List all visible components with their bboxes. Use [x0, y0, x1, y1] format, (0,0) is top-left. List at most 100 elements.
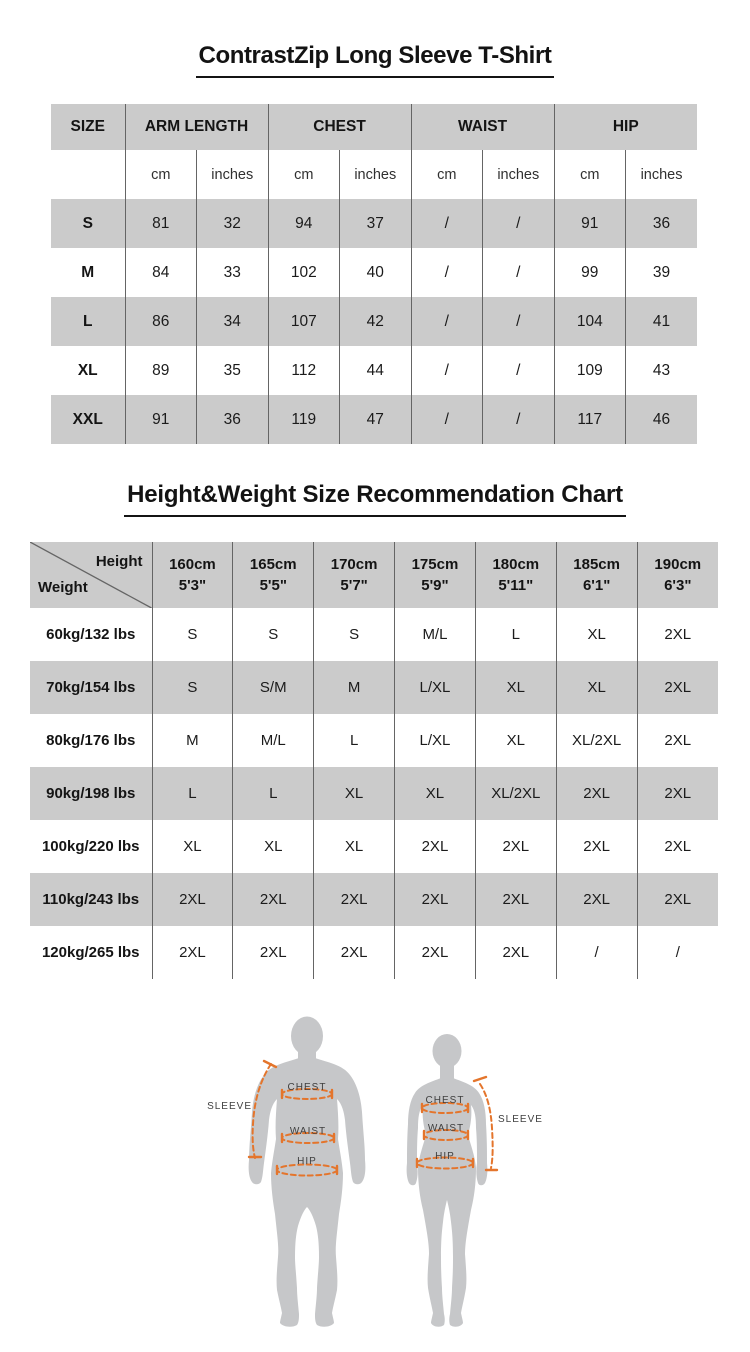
value-cell: 46 — [625, 395, 698, 444]
unit-cell: cm — [410, 150, 483, 199]
table-row: 90kg/198 lbs L L XL XL XL/2XL 2XL 2XL — [30, 767, 718, 820]
value-cell: 34 — [196, 297, 269, 346]
rec-value-cell: 2XL — [474, 820, 557, 873]
corner-weight-label: Weight — [38, 579, 88, 596]
height-ft: 6'3" — [664, 577, 692, 594]
value-cell: / — [482, 248, 555, 297]
table-row: 80kg/176 lbs M M/L L L/XL XL XL/2XL 2XL — [30, 714, 718, 767]
female-waist-ticks — [422, 1129, 470, 1141]
female-waist-label: WAIST — [428, 1123, 464, 1134]
rec-value-cell: 2XL — [151, 926, 233, 979]
height-header-cell: 175cm 5'9" — [394, 542, 476, 608]
rec-value-cell: 2XL — [151, 873, 233, 926]
col-arm-length: ARM LENGTH — [124, 104, 269, 150]
value-cell: / — [482, 395, 555, 444]
rec-value-cell: S — [151, 661, 233, 714]
rec-value-cell: 2XL — [555, 767, 638, 820]
weight-cell: 60kg/132 lbs — [46, 626, 136, 643]
height-ft: 5'5" — [259, 577, 287, 594]
value-cell: 112 — [267, 346, 340, 395]
height-cm: 175cm — [411, 556, 459, 573]
size-cell: L — [83, 312, 93, 330]
height-header-cell: 180cm 5'11" — [474, 542, 557, 608]
rec-value-cell: 2XL — [636, 608, 718, 661]
table-row: S 81 32 94 37 / / 91 36 — [51, 199, 698, 248]
value-cell: 104 — [553, 297, 626, 346]
rec-value-cell: XL — [313, 767, 395, 820]
value-cell: 119 — [267, 395, 340, 444]
height-ft: 6'1" — [582, 577, 611, 594]
unit-cell: inches — [196, 150, 269, 199]
value-cell: 35 — [196, 346, 269, 395]
height-header-cell: 165cm 5'5" — [232, 542, 314, 608]
height-ft: 5'7" — [340, 577, 368, 594]
male-body — [248, 1046, 366, 1327]
value-cell: 117 — [553, 395, 626, 444]
value-cell: 86 — [124, 297, 197, 346]
female-hip-label: HIP — [435, 1151, 455, 1162]
rec-value-cell: XL — [474, 714, 557, 767]
rec-value-cell: XL — [313, 820, 395, 873]
height-ft: 5'9" — [421, 577, 449, 594]
rec-value-cell: 2XL — [636, 714, 718, 767]
size-cell: M — [81, 263, 95, 281]
male-waist-ticks — [280, 1132, 336, 1144]
male-hip-ticks — [275, 1164, 339, 1176]
value-cell: 43 — [625, 346, 698, 395]
female-silhouette: SLEEVE CHEST WAIST HIP — [406, 1034, 543, 1327]
size-cell: XXL — [72, 410, 103, 428]
rec-value-cell: L — [313, 714, 395, 767]
col-chest: CHEST — [267, 104, 412, 150]
height-header-cell: 185cm 6'1" — [555, 542, 638, 608]
value-cell: 91 — [124, 395, 197, 444]
unit-cell: inches — [482, 150, 555, 199]
rec-value-cell: 2XL — [394, 926, 476, 979]
male-chest-label: CHEST — [288, 1082, 327, 1093]
female-body — [406, 1062, 488, 1327]
recommendation-chart-title: Height&Weight Size Recommendation Chart — [0, 481, 750, 517]
rec-value-cell: 2XL — [394, 873, 476, 926]
value-cell: 40 — [339, 248, 412, 297]
value-cell: 39 — [625, 248, 698, 297]
rec-value-cell: 2XL — [394, 820, 476, 873]
rec-value-cell: L — [151, 767, 233, 820]
rec-value-cell: 2XL — [232, 926, 314, 979]
value-cell: 36 — [196, 395, 269, 444]
value-cell: 81 — [124, 199, 197, 248]
rec-value-cell: XL/2XL — [555, 714, 638, 767]
height-ft: 5'3" — [178, 577, 207, 594]
value-cell: / — [482, 346, 555, 395]
size-measurement-table: SIZE ARM LENGTH CHEST WAIST HIP cm inche… — [51, 104, 698, 444]
rec-value-cell: 2XL — [474, 873, 557, 926]
corner-height-label: Height — [95, 553, 143, 570]
value-cell: / — [410, 297, 483, 346]
rec-value-cell: / — [636, 926, 718, 979]
unit-cell: inches — [625, 150, 698, 199]
value-cell: 89 — [124, 346, 197, 395]
weight-cell: 90kg/198 lbs — [46, 785, 136, 802]
rec-value-cell: L/XL — [394, 661, 476, 714]
value-cell: / — [482, 199, 555, 248]
value-cell: 91 — [553, 199, 626, 248]
height-ft: 5'11" — [498, 577, 534, 594]
height-cm: 170cm — [330, 556, 378, 573]
rec-value-cell: 2XL — [636, 820, 718, 873]
value-cell: 37 — [339, 199, 412, 248]
col-hip: HIP — [553, 104, 698, 150]
height-header-cell: 170cm 5'7" — [313, 542, 395, 608]
measurement-figures: SLEEVE CHEST WAIST HIP SLEEVE CHEST WAIS… — [207, 1016, 543, 1327]
value-cell: 36 — [625, 199, 698, 248]
unit-cell: cm — [553, 150, 626, 199]
height-cm: 160cm — [169, 556, 216, 573]
female-chest-ticks — [420, 1102, 470, 1114]
rec-value-cell: M — [151, 714, 233, 767]
rec-value-cell: 2XL — [636, 873, 718, 926]
rec-value-cell: 2XL — [555, 873, 638, 926]
value-cell: 102 — [267, 248, 340, 297]
value-cell: 109 — [553, 346, 626, 395]
rec-value-cell: M/L — [394, 608, 476, 661]
units-row: cm inches cm inches cm inches cm inches — [51, 150, 698, 199]
value-cell: 94 — [267, 199, 340, 248]
male-hip-label: HIP — [297, 1156, 317, 1167]
female-sleeve-label: SLEEVE — [498, 1114, 543, 1125]
